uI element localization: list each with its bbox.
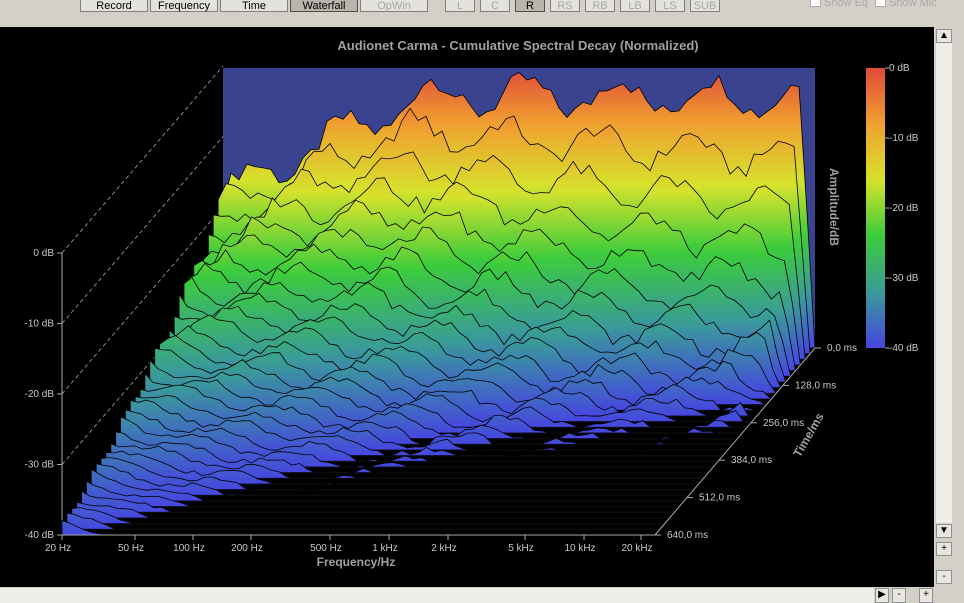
x-tick-label: 100 Hz xyxy=(173,543,205,554)
mode-button[interactable]: Record xyxy=(80,0,148,12)
waterfall-chart: Audionet Carma - Cumulative Spectral Dec… xyxy=(0,27,934,587)
decay-slice xyxy=(120,416,713,468)
colorbar-label: Amplitude/dB xyxy=(827,168,841,246)
decay-slice xyxy=(61,520,654,536)
channel-button: SUB xyxy=(690,0,720,12)
h-zoom-out[interactable]: - xyxy=(892,588,906,603)
zoom-out[interactable]: - xyxy=(936,570,952,584)
z-tick-label: 640,0 ms xyxy=(667,530,708,541)
y-tick-label: -20 dB xyxy=(25,389,55,400)
scroll-down[interactable]: ▼ xyxy=(936,524,952,538)
colorbar-tick-label: 0 dB xyxy=(889,63,910,74)
y-tick-label: 0 dB xyxy=(33,248,54,259)
channel-button: RB xyxy=(585,0,615,12)
colorbar-tick-label: -30 dB xyxy=(889,273,919,284)
y-tick-label: -10 dB xyxy=(25,319,55,330)
x-tick-label: 50 Hz xyxy=(118,543,144,554)
channel-button[interactable]: R xyxy=(515,0,545,12)
decay-slice xyxy=(71,507,665,525)
decay-slice xyxy=(129,399,723,457)
x-tick-label: 2 kHz xyxy=(431,543,457,554)
x-tick-label: 5 kHz xyxy=(508,543,534,554)
decay-slice xyxy=(134,394,728,451)
colorbar xyxy=(866,68,885,348)
grid-line xyxy=(61,136,224,324)
scroll-right[interactable]: ▶ xyxy=(875,588,889,603)
chart-title: Audionet Carma - Cumulative Spectral Dec… xyxy=(337,38,698,53)
z-tick-label: 0,0 ms xyxy=(827,343,857,354)
colorbar-tick-label: -20 dB xyxy=(889,203,919,214)
colorbar-tick-label: -40 dB xyxy=(889,343,919,354)
x-tick-label: 20 Hz xyxy=(45,543,71,554)
channel-button: RS xyxy=(550,0,580,12)
h-zoom-in[interactable]: + xyxy=(919,588,933,603)
channel-button: LB xyxy=(620,0,650,12)
grid-line xyxy=(61,206,224,395)
decay-slice xyxy=(66,512,660,530)
decay-slice xyxy=(76,501,669,519)
mode-button[interactable]: Frequency xyxy=(150,0,218,12)
x-tick-label: 500 Hz xyxy=(310,543,342,554)
decay-slice xyxy=(110,442,704,479)
checkbox: Show Eq xyxy=(810,0,868,9)
zoom-in[interactable]: + xyxy=(936,542,952,556)
axis xyxy=(654,347,816,536)
x-tick-label: 1 kHz xyxy=(372,543,398,554)
x-tick-label: 20 kHz xyxy=(621,543,652,554)
checkbox: Show Mic xyxy=(875,0,937,9)
z-tick-label: 384,0 ms xyxy=(731,455,772,466)
mode-button: OpWin xyxy=(360,0,428,12)
y-tick-label: -40 dB xyxy=(25,530,55,541)
x-axis-label: Frequency/Hz xyxy=(317,555,396,569)
channel-button: LS xyxy=(655,0,685,12)
channel-button: C xyxy=(480,0,510,12)
scroll-up[interactable]: ▲ xyxy=(936,29,952,43)
grid-line xyxy=(61,65,224,254)
channel-button: L xyxy=(445,0,475,12)
z-tick-label: 256,0 ms xyxy=(763,418,804,429)
x-tick-label: 10 kHz xyxy=(564,543,595,554)
decay-slice xyxy=(115,431,709,474)
h-scroll-track xyxy=(0,588,874,603)
mode-button[interactable]: Time xyxy=(220,0,288,12)
colorbar-tick-label: -10 dB xyxy=(889,133,919,144)
scroll-track xyxy=(936,43,952,523)
decay-slice xyxy=(81,490,675,513)
z-tick-label: 512,0 ms xyxy=(699,493,740,504)
x-tick-label: 200 Hz xyxy=(231,543,263,554)
y-tick-label: -30 dB xyxy=(25,460,55,471)
mode-button[interactable]: Waterfall xyxy=(290,0,358,12)
z-tick-label: 128,0 ms xyxy=(795,380,836,391)
